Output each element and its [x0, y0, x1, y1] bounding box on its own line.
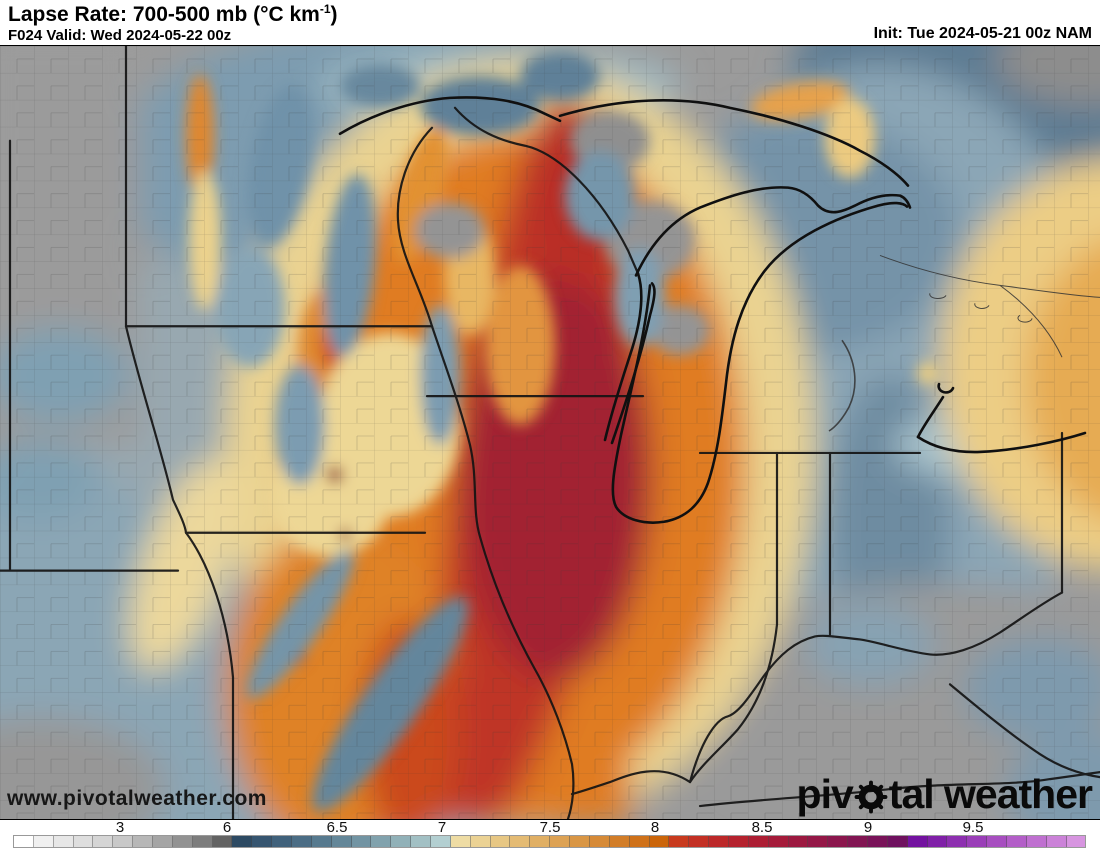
colorbar-swatch	[669, 836, 690, 847]
colorbar-tick: 7.5	[539, 819, 561, 836]
colorbar-swatch	[947, 836, 968, 847]
colorbar-swatch	[391, 836, 412, 847]
colorbar-strip	[13, 835, 1086, 848]
pivotal-weather-logo: piv tal weather	[796, 771, 1093, 817]
colorbar-swatch	[490, 836, 511, 847]
state-borders	[0, 46, 1100, 819]
colorbar-swatch	[748, 836, 769, 847]
colorbar-swatch	[570, 836, 590, 847]
colorbar-swatch	[272, 836, 293, 847]
colorbar-swatch	[113, 836, 134, 847]
page-title: Lapse Rate: 700-500 mb (°C km-1)	[8, 2, 338, 26]
logo-text-tal-weather: tal weather	[888, 771, 1093, 817]
colorbar-tick: 3	[115, 819, 125, 836]
colorbar-tick: 9.5	[962, 819, 984, 836]
colorbar-swatch	[967, 836, 988, 847]
colorbar-swatch	[411, 836, 432, 847]
colorbar-swatch	[311, 836, 332, 847]
colorbar-swatch	[172, 836, 193, 847]
forecast-valid-text: F024 Valid: Wed 2024-05-22 00z	[8, 27, 232, 44]
lapse-rate-field	[0, 46, 1100, 819]
colorbar-swatch	[510, 836, 531, 847]
colorbar-swatch	[133, 836, 154, 847]
colorbar-swatch	[53, 836, 74, 847]
gear-icon	[854, 780, 888, 814]
colorbar-swatch	[629, 836, 650, 847]
colorbar-tick: 6	[222, 819, 232, 836]
colorbar-tick: 8	[650, 819, 660, 836]
colorbar-swatch	[33, 836, 54, 847]
colorbar-swatch	[351, 836, 372, 847]
colorbar-swatch	[848, 836, 868, 847]
colorbar-swatch	[14, 836, 34, 847]
colorbar-tick: 6.5	[326, 819, 348, 836]
colorbar-swatch	[828, 836, 849, 847]
colorbar: 3 6 6.5 7 7.5 8 8.5 9 9.5	[0, 819, 1100, 850]
colorbar-swatch	[689, 836, 710, 847]
colorbar-swatch	[887, 836, 908, 847]
lake-outlines	[338, 96, 1087, 524]
colorbar-swatch	[609, 836, 630, 847]
colorbar-swatch	[927, 836, 948, 847]
colorbar-swatch	[450, 836, 471, 847]
colorbar-swatch	[192, 836, 213, 847]
coastlines	[828, 254, 1100, 432]
colorbar-swatch	[292, 836, 312, 847]
colorbar-swatch	[1046, 836, 1067, 847]
colorbar-swatch	[331, 836, 352, 847]
model-init-text: Init: Tue 2024-05-21 00z NAM	[873, 25, 1092, 42]
colorbar-swatch	[431, 836, 451, 847]
weather-map: www.pivotalweather.com piv tal weather	[0, 45, 1100, 820]
colorbar-swatch	[788, 836, 809, 847]
colorbar-swatch	[73, 836, 94, 847]
colorbar-swatch	[252, 836, 273, 847]
colorbar-tick: 8.5	[751, 819, 773, 836]
colorbar-swatch	[1006, 836, 1027, 847]
map-header: Lapse Rate: 700-500 mb (°C km-1) F024 Va…	[0, 0, 1100, 45]
colorbar-swatch	[589, 836, 610, 847]
colorbar-swatch	[867, 836, 888, 847]
county-lines	[0, 46, 1100, 819]
colorbar-swatch	[808, 836, 829, 847]
colorbar-swatch	[470, 836, 491, 847]
colorbar-swatch	[709, 836, 729, 847]
colorbar-swatch	[728, 836, 749, 847]
colorbar-swatch	[371, 836, 392, 847]
colorbar-swatch	[1026, 836, 1047, 847]
colorbar-swatch	[987, 836, 1007, 847]
colorbar-swatch	[232, 836, 253, 847]
colorbar-swatch	[550, 836, 571, 847]
colorbar-swatch	[768, 836, 789, 847]
colorbar-swatch	[153, 836, 173, 847]
colorbar-swatch	[212, 836, 233, 847]
logo-text-piv: piv	[796, 771, 854, 817]
colorbar-tick: 7	[437, 819, 447, 836]
colorbar-swatch	[93, 836, 114, 847]
colorbar-tick: 9	[863, 819, 873, 836]
colorbar-swatch	[1066, 836, 1086, 847]
colorbar-swatch	[649, 836, 670, 847]
site-watermark: www.pivotalweather.com	[7, 787, 267, 810]
colorbar-swatch	[907, 836, 928, 847]
colorbar-ticks: 3 6 6.5 7 7.5 8 8.5 9 9.5	[0, 819, 1100, 836]
title-superscript: -1	[319, 2, 331, 16]
colorbar-swatch	[530, 836, 551, 847]
